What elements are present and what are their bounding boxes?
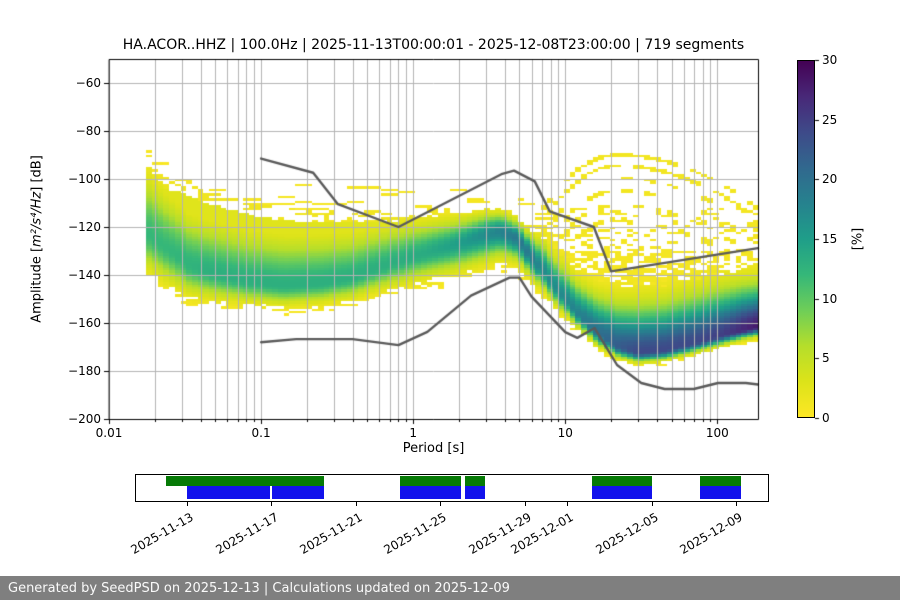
- colorbar-label: [%]: [850, 227, 866, 251]
- data-coverage-segment: [592, 476, 652, 486]
- colorbar-tick-label: 15: [822, 232, 838, 246]
- colorbar-tick-label: 10: [822, 291, 838, 306]
- psd-coverage-segment: [464, 486, 485, 499]
- y-tick-label: −160: [68, 316, 101, 330]
- y-tick-label: −140: [68, 268, 101, 282]
- timeline-tick: [524, 501, 526, 506]
- y-tick-label: −200: [68, 412, 101, 426]
- y-axis-label: Amplitude [m²/s⁴/Hz] [dB]: [29, 155, 45, 323]
- colorbar-tick-label: 20: [822, 172, 838, 187]
- y-tick-label: −80: [75, 124, 101, 138]
- footer-bar: Generated by SeedPSD on 2025-12-13 | Cal…: [0, 576, 900, 600]
- timeline-tick: [651, 501, 653, 506]
- x-axis-label: Period [s]: [402, 441, 465, 456]
- colorbar-tick-label: 25: [822, 112, 838, 127]
- footer-text: Generated by SeedPSD on 2025-12-13 | Cal…: [8, 580, 510, 596]
- timeline-tick: [735, 501, 737, 506]
- timeline-tick: [439, 501, 441, 506]
- coverage-timeline: [135, 473, 769, 502]
- x-tick-label: 10: [557, 426, 573, 440]
- colorbar-tick-label: 0: [822, 411, 830, 425]
- y-tick-label: −100: [68, 172, 101, 186]
- data-coverage-segment: [400, 476, 462, 486]
- data-coverage-segment: [700, 476, 741, 486]
- data-coverage-segment: [165, 476, 325, 486]
- x-tick-label: 0.1: [251, 426, 271, 440]
- x-tick-label: 1: [409, 426, 417, 440]
- psd-coverage-segment: [271, 486, 325, 499]
- y-tick-label: −120: [68, 220, 101, 234]
- data-coverage-segment: [464, 476, 485, 486]
- timeline-tick: [186, 501, 188, 506]
- psd-coverage-segment: [186, 486, 270, 499]
- colorbar-tick-label: 30: [822, 53, 838, 67]
- psd-coverage-segment: [592, 486, 652, 499]
- timeline-tick: [271, 501, 273, 506]
- y-tick-label: −60: [75, 76, 101, 90]
- x-tick-label: 0.01: [95, 426, 123, 440]
- y-tick-label: −180: [68, 364, 101, 378]
- timeline-tick: [567, 501, 569, 506]
- x-tick-label: 100: [705, 426, 729, 440]
- psd-coverage-segment: [700, 486, 741, 499]
- colorbar: [797, 60, 815, 418]
- timeline-tick: [355, 501, 357, 506]
- colorbar-tick-label: 5: [822, 351, 830, 366]
- psd-coverage-segment: [400, 486, 462, 499]
